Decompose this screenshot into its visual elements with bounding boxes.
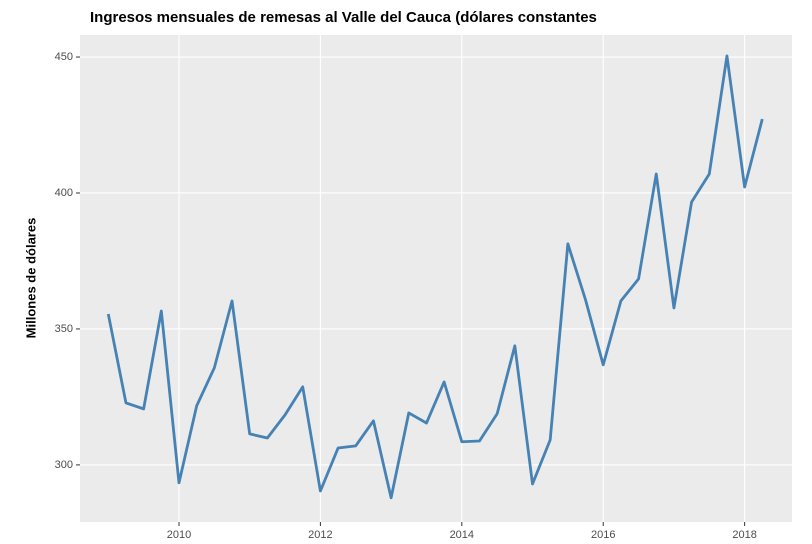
y-tick-label: 450 bbox=[55, 51, 73, 63]
y-tick-label: 300 bbox=[55, 459, 73, 471]
x-tick-label: 2010 bbox=[167, 529, 191, 541]
x-tick-label: 2016 bbox=[591, 529, 615, 541]
y-tick-label: 400 bbox=[55, 187, 73, 199]
y-tick-label: 350 bbox=[55, 323, 73, 335]
x-tick-label: 2018 bbox=[732, 529, 756, 541]
line bbox=[106, 54, 764, 500]
panel bbox=[80, 35, 792, 522]
x-tick-label: 2014 bbox=[450, 529, 474, 541]
x-tick-label: 2012 bbox=[308, 529, 332, 541]
y-axis-label: Millones de dólares bbox=[23, 218, 38, 339]
chart-title: Ingresos mensuales de remesas al Valle d… bbox=[90, 9, 597, 26]
